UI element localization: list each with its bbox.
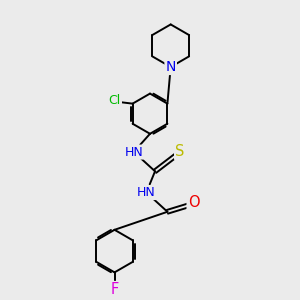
Text: O: O: [188, 195, 199, 210]
Text: N: N: [166, 60, 176, 74]
Text: Cl: Cl: [109, 94, 121, 107]
Text: HN: HN: [124, 146, 143, 159]
Text: F: F: [110, 282, 119, 297]
Text: S: S: [175, 144, 184, 159]
Text: HN: HN: [137, 186, 155, 199]
